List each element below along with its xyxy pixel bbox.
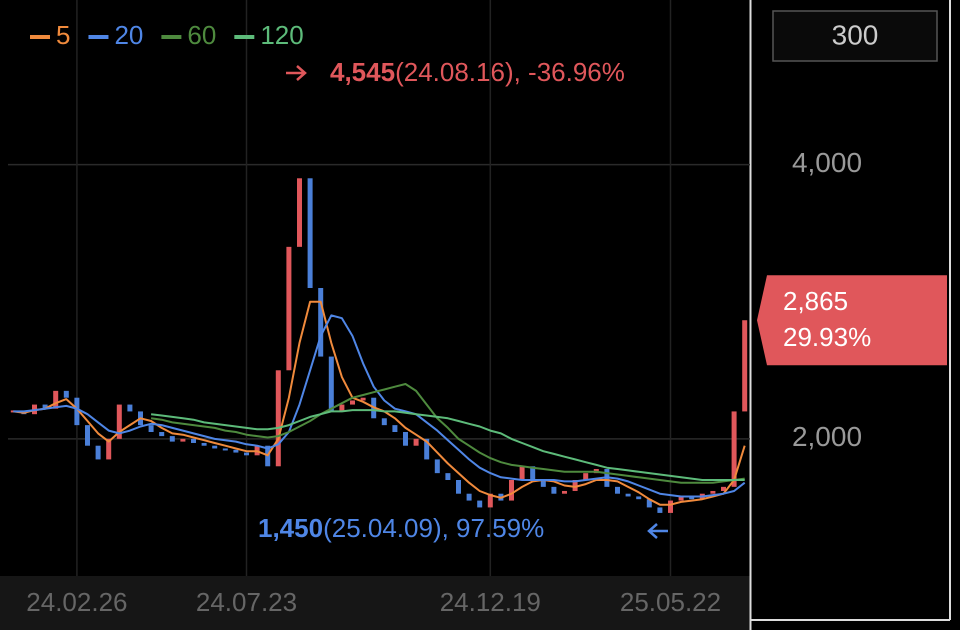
- candle: [63, 390, 69, 398]
- candle: [339, 404, 345, 412]
- candle: [127, 404, 133, 412]
- candle: [678, 496, 684, 501]
- high-value: 4,545: [330, 57, 395, 87]
- high-arrow: [286, 65, 307, 81]
- candle: [731, 411, 737, 487]
- high-annotation: 4,545(24.08.16), -36.96%: [330, 57, 625, 87]
- low-arrow: [647, 523, 668, 539]
- candle: [477, 500, 483, 508]
- low-detail: (25.04.09), 97.59%: [323, 513, 544, 543]
- candle: [350, 400, 355, 405]
- candle: [191, 438, 196, 443]
- candle: [668, 500, 673, 513]
- candle: [328, 356, 334, 412]
- legend-label: 5: [56, 20, 70, 50]
- ma-line: [13, 300, 746, 506]
- candle: [519, 466, 525, 480]
- candle: [466, 493, 472, 501]
- candle: [159, 432, 165, 437]
- candle: [509, 480, 514, 501]
- candle: [583, 473, 589, 480]
- candle: [392, 425, 398, 432]
- candle: [657, 507, 663, 513]
- candle: [689, 496, 695, 500]
- candle: [572, 480, 578, 491]
- x-tick-label: 24.02.26: [26, 587, 127, 617]
- candle: [615, 486, 620, 494]
- x-axis-band: [0, 576, 750, 630]
- y-tick-label: 2,000: [792, 421, 862, 452]
- candle: [721, 486, 726, 491]
- candle: [148, 425, 154, 432]
- candle: [95, 445, 101, 460]
- low-annotation: 1,450(25.04.09), 97.59%: [258, 513, 544, 543]
- candle: [551, 486, 557, 494]
- candle: [562, 490, 567, 494]
- candle: [434, 459, 440, 474]
- candle: [710, 490, 716, 494]
- candle: [42, 404, 48, 409]
- candle: [530, 466, 536, 480]
- legend-label: 120: [260, 20, 303, 50]
- y-tick-label: 4,000: [792, 147, 862, 178]
- candle: [106, 438, 112, 460]
- ma-line: [150, 409, 745, 481]
- candle: [636, 496, 642, 500]
- candle: [275, 370, 281, 467]
- candle: [222, 448, 228, 451]
- period-label[interactable]: 300: [832, 19, 879, 50]
- high-detail: (24.08.16), -36.96%: [395, 57, 625, 87]
- candle: [540, 480, 546, 487]
- ma-line: [13, 314, 746, 498]
- candle: [85, 425, 90, 446]
- candle: [297, 178, 302, 247]
- candle: [180, 438, 186, 442]
- candle: [424, 438, 430, 460]
- candle: [360, 397, 366, 401]
- candle: [307, 178, 313, 288]
- candle: [456, 480, 461, 494]
- candle: [116, 404, 122, 439]
- low-value: 1,450: [258, 513, 323, 543]
- price-tag-change: 29.93%: [783, 322, 871, 352]
- candle: [487, 493, 493, 508]
- price-tag: [757, 275, 947, 366]
- x-tick-label: 24.12.19: [440, 587, 541, 617]
- candle: [646, 499, 652, 508]
- candle: [413, 438, 419, 446]
- candle: [53, 390, 59, 409]
- candle: [169, 436, 175, 442]
- candle: [445, 473, 451, 480]
- candle: [212, 445, 218, 449]
- candle: [74, 397, 80, 426]
- legend-label: 60: [187, 20, 216, 50]
- legend-label: 20: [114, 20, 143, 50]
- price-tag-value: 2,865: [783, 286, 848, 316]
- candle: [742, 320, 748, 412]
- candle: [244, 452, 249, 456]
- candle: [286, 246, 292, 371]
- candle: [403, 432, 408, 446]
- x-tick-label: 25.05.22: [620, 587, 721, 617]
- candle: [381, 418, 387, 426]
- candle: [233, 449, 239, 453]
- candle: [625, 493, 631, 497]
- period-box[interactable]: [772, 10, 938, 62]
- candle: [201, 442, 207, 446]
- candle: [318, 288, 324, 357]
- x-tick-label: 24.07.23: [196, 587, 297, 617]
- ma-line: [150, 383, 745, 484]
